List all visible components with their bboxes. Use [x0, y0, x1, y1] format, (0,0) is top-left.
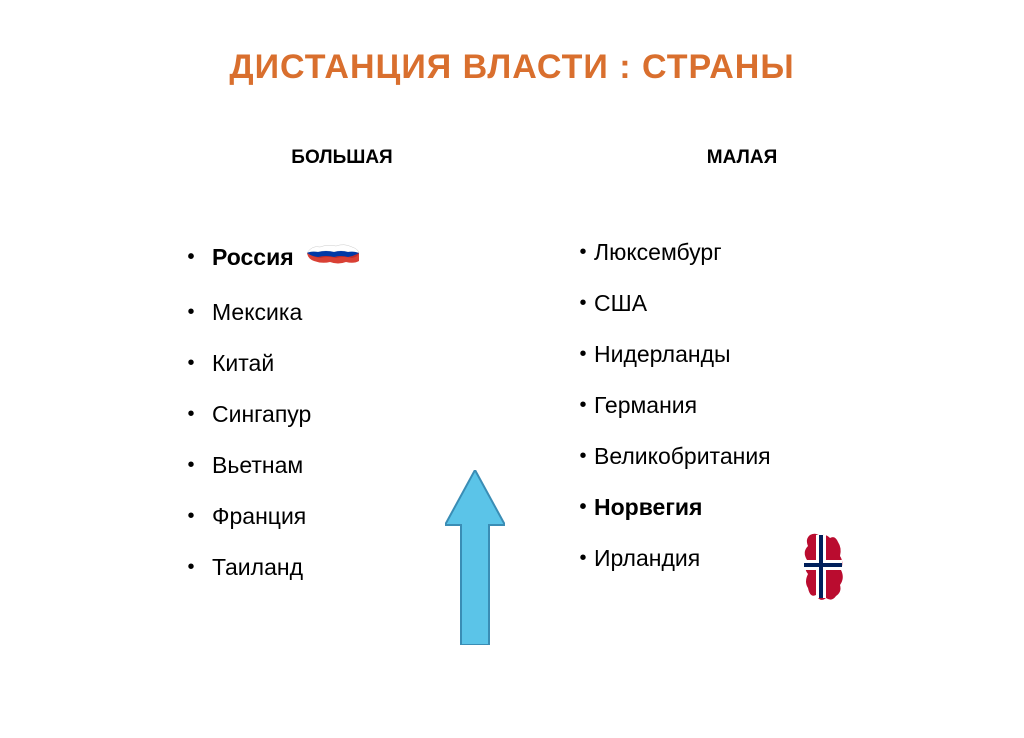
bullet-icon: •: [180, 505, 202, 528]
list-item: • Люксембург: [572, 239, 912, 266]
list-item: • Нидерланды: [572, 341, 912, 368]
item-label: Россия: [212, 244, 294, 271]
item-label: Великобритания: [594, 443, 771, 470]
list-right: • Люксембург • США • Нидерланды • Герман…: [572, 239, 912, 572]
column-right-header: МАЛАЯ: [572, 147, 912, 169]
list-item: • Германия: [572, 392, 912, 419]
list-item: • Сингапур: [172, 401, 512, 428]
bullet-icon: •: [180, 246, 202, 269]
bullet-icon: •: [180, 301, 202, 324]
item-label: Норвегия: [594, 494, 702, 521]
bullet-icon: •: [572, 496, 594, 519]
item-label: Ирландия: [594, 545, 700, 572]
bullet-icon: •: [572, 292, 594, 315]
up-arrow-icon: [445, 470, 505, 650]
item-label: США: [594, 290, 647, 317]
bullet-icon: •: [572, 343, 594, 366]
bullet-icon: •: [572, 547, 594, 570]
item-label: Сингапур: [212, 401, 311, 428]
item-label: Таиланд: [212, 554, 303, 581]
item-label: Мексика: [212, 299, 302, 326]
item-label: Вьетнам: [212, 452, 303, 479]
norway-flag-icon: [800, 530, 850, 610]
bullet-icon: •: [180, 454, 202, 477]
bullet-icon: •: [180, 352, 202, 375]
column-left-header: БОЛЬШАЯ: [172, 147, 512, 169]
list-item: • Норвегия: [572, 494, 912, 521]
bullet-icon: •: [180, 403, 202, 426]
item-label: Китай: [212, 350, 274, 377]
list-item: • США: [572, 290, 912, 317]
bullet-icon: •: [572, 445, 594, 468]
list-item: • Мексика: [172, 299, 512, 326]
bullet-icon: •: [180, 556, 202, 579]
list-item: • Ирландия: [572, 545, 912, 572]
item-label: Германия: [594, 392, 697, 419]
bullet-icon: •: [572, 394, 594, 417]
russia-flag-icon: [304, 239, 362, 275]
list-item: • Великобритания: [572, 443, 912, 470]
item-label: Франция: [212, 503, 306, 530]
list-item: • Россия: [172, 239, 512, 275]
slide-title: ДИСТАНЦИЯ ВЛАСТИ : СТРАНЫ: [0, 0, 1024, 87]
list-item: • Китай: [172, 350, 512, 377]
bullet-icon: •: [572, 241, 594, 264]
item-label: Нидерланды: [594, 341, 731, 368]
columns-container: БОЛЬШАЯ • Россия • Мексика • Кита: [0, 147, 1024, 605]
column-right: МАЛАЯ • Люксембург • США • Нидерланды • …: [572, 147, 912, 605]
item-label: Люксембург: [594, 239, 722, 266]
